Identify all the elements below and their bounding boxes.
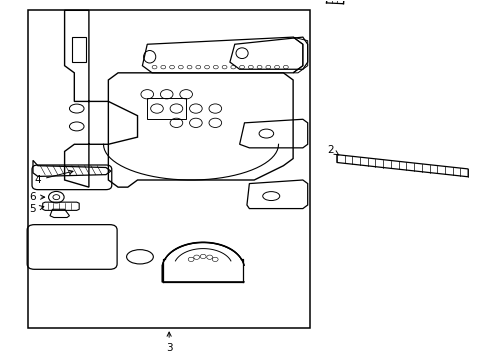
- Bar: [28, 10, 309, 328]
- Text: 2: 2: [326, 145, 338, 155]
- Text: 4: 4: [34, 170, 73, 185]
- Text: 5: 5: [30, 204, 44, 214]
- Text: 1: 1: [0, 359, 1, 360]
- Text: 3: 3: [165, 332, 172, 353]
- Text: 6: 6: [30, 192, 44, 202]
